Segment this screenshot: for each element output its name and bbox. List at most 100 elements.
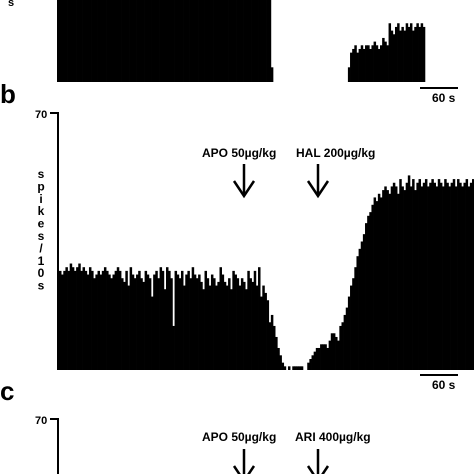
histogram-bar	[204, 0, 208, 82]
histogram-bar	[200, 0, 203, 82]
histogram-bar	[153, 274, 156, 370]
histogram-bar	[99, 0, 103, 82]
histogram-bar	[121, 278, 124, 370]
histogram-bar	[392, 34, 396, 82]
histogram-bar	[322, 344, 325, 370]
histogram-bar	[78, 0, 81, 82]
histogram-bar	[238, 285, 242, 370]
histogram-bar	[116, 0, 120, 82]
histogram-bar	[217, 0, 220, 82]
histogram-bar	[309, 358, 312, 370]
histogram-bar	[232, 270, 235, 370]
histogram-bar	[161, 270, 165, 370]
histogram-bar	[80, 0, 83, 82]
histogram-bar	[281, 362, 285, 370]
histogram-bar	[253, 270, 257, 370]
histogram-bar	[168, 0, 171, 82]
histogram-bar	[88, 0, 92, 82]
histogram-bar	[191, 0, 195, 82]
histogram-bar	[114, 270, 118, 370]
histogram-bar	[429, 182, 432, 370]
histogram-bar	[326, 347, 329, 370]
panel-a-bars	[59, 0, 426, 83]
histogram-bar	[84, 0, 88, 82]
histogram-bar	[118, 270, 122, 370]
histogram-bar	[262, 285, 265, 370]
histogram-bar	[178, 278, 182, 370]
histogram-bar	[431, 179, 434, 370]
histogram-bar	[264, 292, 267, 370]
histogram-bar	[311, 355, 315, 370]
histogram-bar	[320, 344, 323, 370]
histogram-bar	[403, 30, 407, 83]
histogram-bar	[266, 0, 270, 82]
histogram-bar	[367, 215, 370, 370]
histogram-bar	[223, 281, 227, 370]
histogram-bar	[270, 67, 274, 82]
histogram-bar	[206, 278, 210, 370]
panel-b-apo-arrow-icon	[232, 164, 256, 199]
histogram-bar	[151, 296, 154, 370]
histogram-bar	[450, 182, 454, 370]
histogram-bar	[140, 278, 143, 370]
histogram-bar	[82, 0, 86, 82]
histogram-bar	[121, 0, 124, 82]
histogram-bar	[103, 0, 107, 82]
histogram-bar	[84, 270, 88, 370]
histogram-bar	[86, 274, 90, 370]
histogram-bar	[114, 0, 118, 82]
histogram-bar	[420, 186, 424, 370]
histogram-bar	[129, 267, 133, 370]
histogram-bar	[292, 366, 295, 370]
histogram-bar	[367, 45, 370, 82]
histogram-bar	[418, 26, 422, 82]
histogram-bar	[377, 193, 381, 370]
panel-b-ytick-top: 70	[35, 109, 47, 121]
histogram-bar	[262, 0, 265, 82]
panel-b-scale-label: 60 s	[432, 378, 456, 392]
histogram-bar	[245, 0, 248, 82]
histogram-bar	[142, 281, 145, 370]
histogram-bar	[339, 325, 342, 370]
panel-b-hal-arrow-icon	[306, 164, 330, 199]
histogram-bar	[371, 204, 374, 370]
histogram-bar	[183, 0, 186, 82]
histogram-bar	[180, 270, 184, 370]
histogram-bar	[73, 270, 77, 370]
histogram-bar	[459, 182, 462, 370]
panel-b-bars	[59, 175, 474, 370]
histogram-bar	[183, 285, 186, 370]
histogram-bar	[65, 0, 68, 82]
panel-c-ytick-top: 70	[35, 415, 47, 427]
histogram-bar	[240, 278, 244, 370]
histogram-bar	[253, 0, 257, 82]
histogram-bar	[437, 179, 441, 370]
histogram-bar	[264, 0, 267, 82]
histogram-bar	[202, 289, 205, 370]
histogram-bar	[202, 0, 205, 82]
histogram-bar	[228, 0, 231, 82]
histogram-bar	[101, 270, 105, 370]
histogram-bar	[390, 186, 394, 370]
histogram-bar	[110, 0, 113, 82]
histogram-bar	[157, 278, 160, 370]
histogram-bar	[103, 267, 107, 370]
histogram-bar	[95, 274, 98, 370]
histogram-bar	[358, 248, 362, 370]
histogram-bar	[232, 0, 235, 82]
histogram-bar	[146, 0, 150, 82]
histogram-bar	[469, 182, 473, 370]
histogram-bar	[371, 45, 374, 82]
histogram-bar	[221, 274, 225, 370]
histogram-bar	[439, 182, 443, 370]
histogram-bar	[80, 270, 83, 370]
histogram-bar	[347, 67, 351, 82]
histogram-bar	[356, 256, 359, 370]
histogram-bar	[360, 241, 364, 370]
histogram-bar	[416, 23, 419, 82]
histogram-bar	[215, 0, 218, 82]
histogram-bar	[384, 186, 387, 370]
histogram-bar	[373, 41, 377, 82]
histogram-bar	[467, 186, 471, 370]
histogram-bar	[225, 285, 229, 370]
